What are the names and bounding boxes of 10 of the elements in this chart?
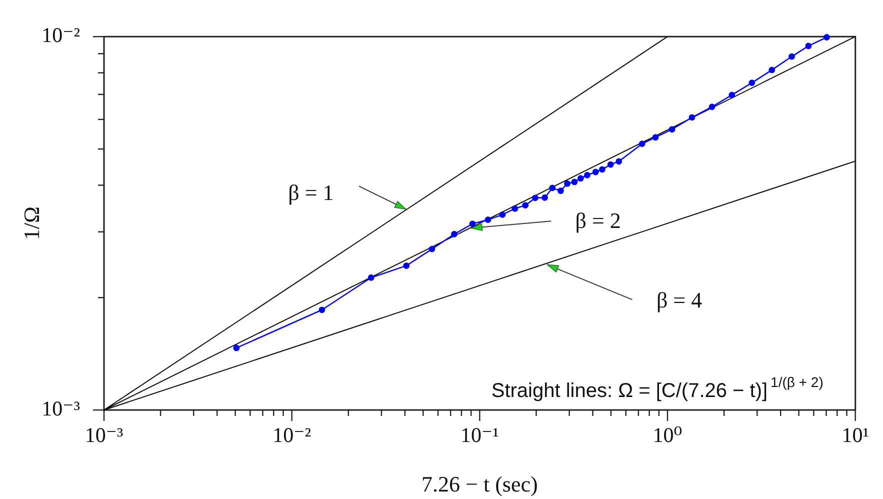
annotation: β = 1 [288,180,334,206]
annotation: β = 4 [656,288,702,313]
x-tick-label: 10⁻¹ [460,423,499,448]
x-tick-label: 10¹ [842,423,869,448]
x-tick-label: 10⁻³ [84,423,124,448]
annotation: β = 2 [575,208,621,234]
x-tick-label: 10⁰ [652,423,682,448]
x-tick-label: 10⁻² [272,423,312,448]
x-axis-title: 7.26 − t (sec) [422,472,538,497]
y-axis-title: 1/Ω [18,206,44,240]
